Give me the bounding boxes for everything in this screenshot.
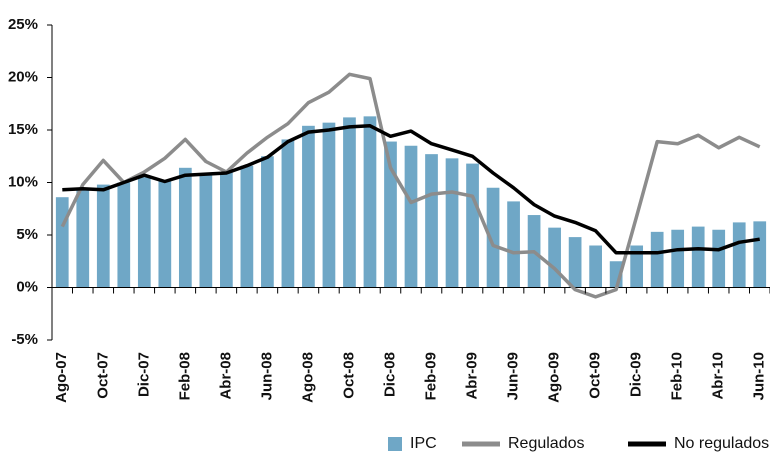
line [62, 124, 760, 255]
bar [445, 158, 459, 288]
bar [137, 177, 151, 288]
x-tick-label: Jun-09 [505, 352, 522, 400]
bar [384, 141, 397, 288]
x-tick-label: Abr-10 [710, 352, 727, 400]
bar [158, 180, 172, 288]
bar [712, 229, 726, 288]
x-tick-label: Jun-10 [751, 352, 768, 400]
y-tick-label: 0% [16, 278, 38, 295]
bar [240, 165, 254, 288]
x-tick-label: Ago-08 [299, 352, 316, 403]
bar [589, 245, 602, 288]
x-tick-label: Dic-09 [628, 352, 645, 397]
bar [117, 182, 131, 288]
bar [261, 156, 274, 288]
x-tick-label: Ago-07 [53, 352, 70, 403]
x-tick-label: Abr-09 [464, 352, 481, 400]
bar [199, 174, 213, 288]
x-tick-label: Dic-07 [135, 352, 152, 397]
bar [691, 226, 705, 288]
bar [753, 221, 767, 288]
bar [220, 172, 233, 288]
bar [404, 145, 418, 288]
legend-label: No regulados [674, 435, 769, 452]
x-tick-label: Feb-10 [669, 352, 686, 400]
bar [486, 187, 500, 288]
y-tick-label: -5% [11, 331, 38, 348]
bar [630, 245, 644, 288]
bar [96, 184, 110, 288]
y-tick-label: 10% [8, 173, 38, 190]
x-tick-label: Ago-09 [546, 352, 563, 403]
bar [507, 201, 520, 288]
bar [322, 122, 336, 288]
bar [55, 197, 69, 288]
y-tick-label: 25% [8, 16, 38, 33]
bar [568, 237, 582, 288]
x-tick-label: Jun-08 [258, 352, 275, 400]
bar [76, 189, 90, 288]
bar [363, 116, 377, 288]
bar [732, 222, 746, 288]
x-tick-label: Abr-08 [217, 352, 234, 400]
bar [466, 163, 479, 288]
bar [302, 125, 315, 288]
bar [178, 167, 192, 288]
bar [425, 154, 438, 288]
bar [548, 227, 561, 288]
x-tick-label: Feb-09 [422, 352, 439, 400]
x-tick-label: Feb-08 [176, 352, 193, 400]
x-tick-label: Dic-08 [381, 352, 398, 397]
legend-label: Regulados [508, 435, 585, 452]
bar [671, 229, 685, 288]
bar [343, 117, 356, 288]
legend-swatch [388, 437, 402, 451]
legend-label: IPC [410, 435, 437, 452]
x-tick-label: Oct-09 [587, 352, 604, 399]
x-tick-label: Oct-08 [340, 352, 357, 399]
bar [650, 231, 664, 288]
y-tick-label: 5% [16, 226, 38, 243]
y-tick-label: 20% [8, 68, 38, 85]
bar [281, 139, 295, 288]
y-tick-label: 15% [8, 121, 38, 138]
x-tick-label: Oct-07 [94, 352, 111, 399]
line [60, 72, 761, 299]
